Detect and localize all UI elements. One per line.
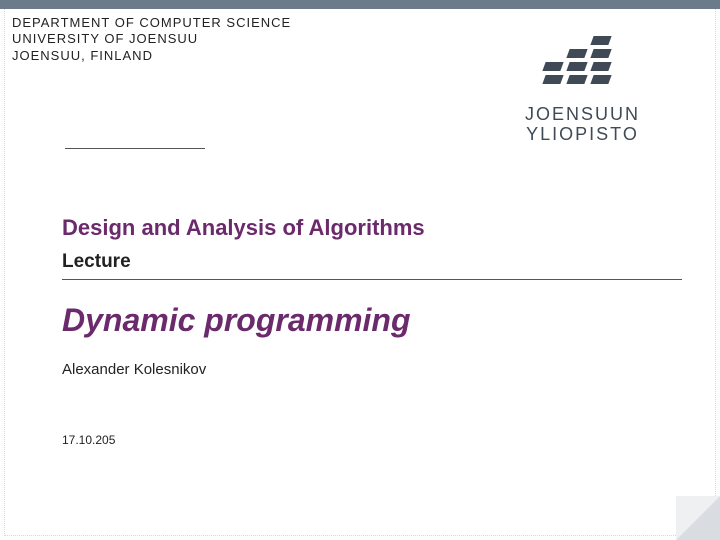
author-name: Alexander Kolesnikov (62, 361, 680, 378)
dept-line-1: DEPARTMENT OF COMPUTER SCIENCE (12, 15, 291, 31)
content-divider (62, 279, 682, 280)
page-curl-icon (676, 496, 720, 540)
logo-bars-icon (538, 30, 628, 94)
university-logo: JOENSUUN YLIOPISTO (470, 30, 695, 145)
logo-text-line2: YLIOPISTO (470, 125, 695, 145)
small-divider (65, 148, 205, 149)
department-block: DEPARTMENT OF COMPUTER SCIENCE UNIVERSIT… (12, 15, 291, 64)
top-bar (0, 0, 720, 9)
dept-line-2: UNIVERSITY OF JOENSUU (12, 31, 291, 47)
course-title: Design and Analysis of Algorithms (62, 215, 680, 241)
lecture-date: 17.10.205 (62, 433, 680, 447)
dept-line-3: JOENSUU, FINLAND (12, 48, 291, 64)
content-area: Design and Analysis of Algorithms Lectur… (62, 215, 680, 447)
lecture-label: Lecture (62, 251, 680, 273)
lecture-title: Dynamic programming (62, 302, 680, 339)
logo-text-line1: JOENSUUN (470, 105, 695, 125)
logo-text: JOENSUUN YLIOPISTO (470, 105, 695, 145)
